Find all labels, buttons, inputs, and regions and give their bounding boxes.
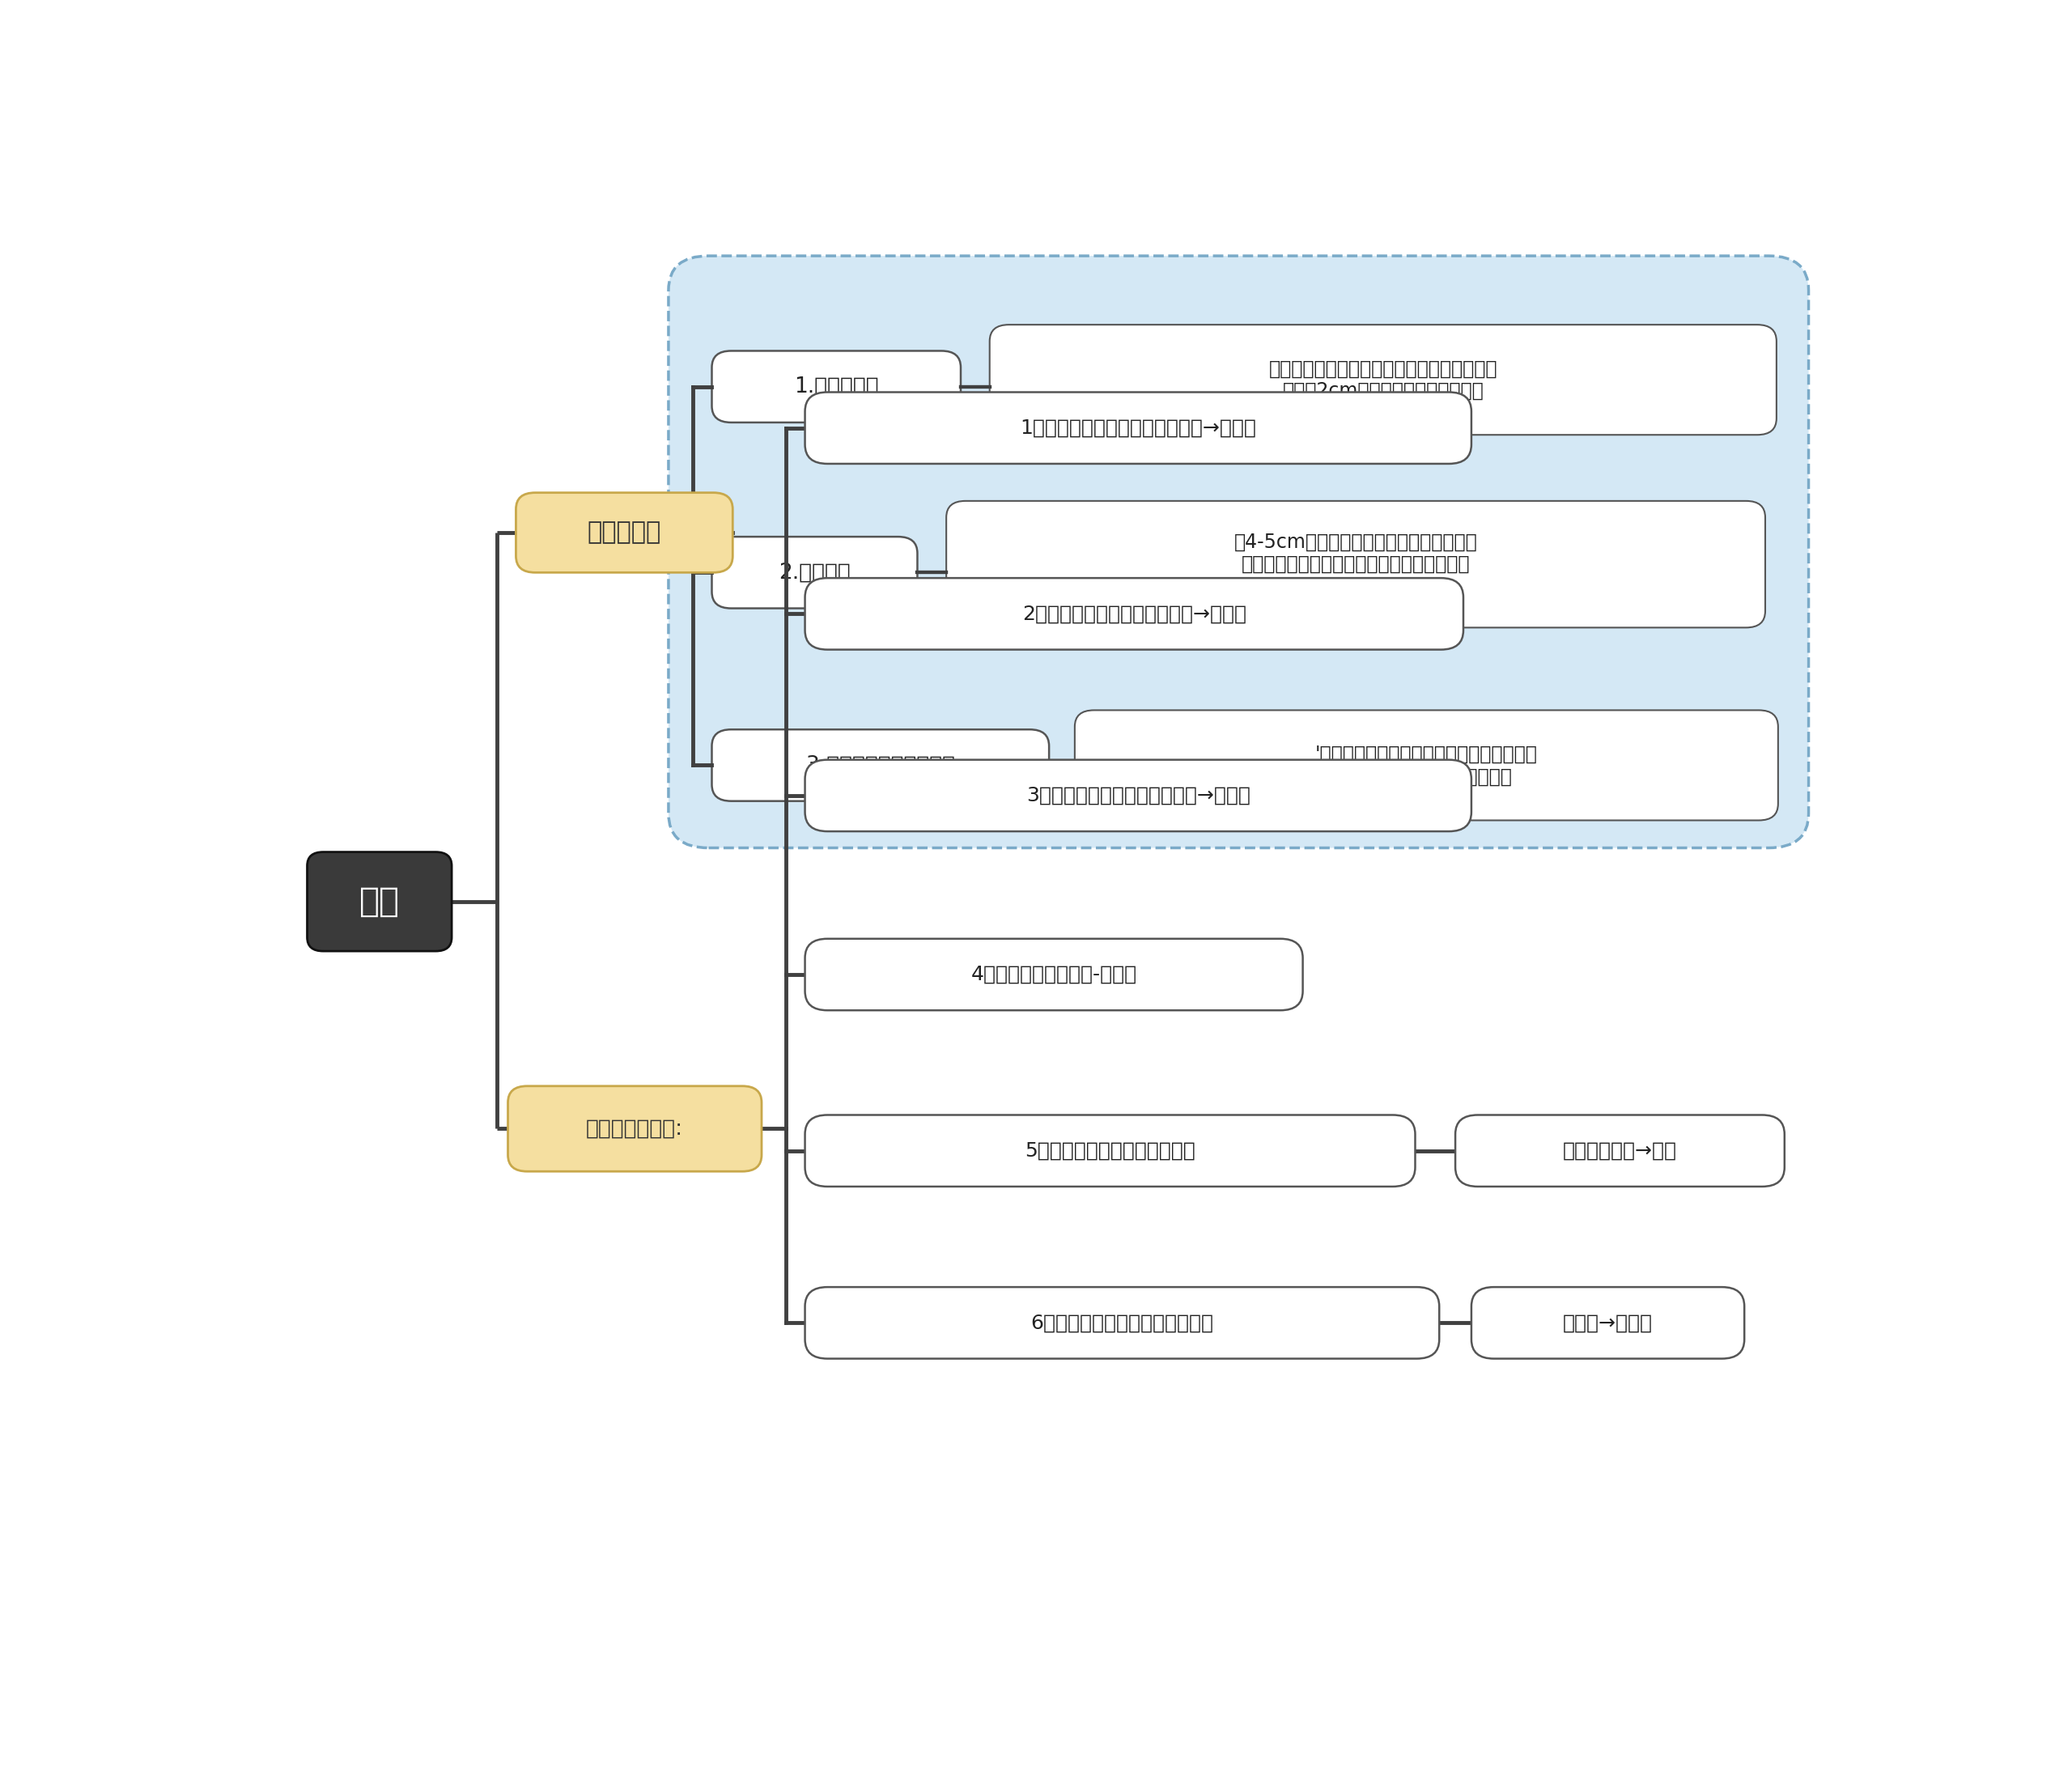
- Text: 2容易下降阴囊（不易下降阴囊→直痝）: 2容易下降阴囊（不易下降阴囊→直痝）: [1021, 604, 1245, 624]
- FancyBboxPatch shape: [713, 350, 961, 422]
- FancyBboxPatch shape: [516, 493, 733, 572]
- FancyBboxPatch shape: [990, 325, 1776, 434]
- FancyBboxPatch shape: [806, 578, 1463, 649]
- FancyBboxPatch shape: [508, 1085, 762, 1171]
- Text: 腹股沟解剖: 腹股沟解剖: [586, 520, 661, 544]
- Text: 2.腹股沟管: 2.腹股沟管: [779, 561, 850, 583]
- Text: 3手按住内环肿块消失（不消失→直痝）: 3手按住内环肿块消失（不消失→直痝）: [1026, 787, 1249, 805]
- FancyBboxPatch shape: [713, 536, 918, 608]
- FancyBboxPatch shape: [806, 939, 1303, 1010]
- FancyBboxPatch shape: [1471, 1287, 1745, 1359]
- Text: '腹股沟韧带、腹直肌外缘、腹壁下动脉（直
痝三角：手按内口，肿块不消失）: '腹股沟韧带、腹直肌外缘、腹壁下动脉（直 痝三角：手按内口，肿块不消失）: [1316, 744, 1537, 787]
- Text: 3.海氏三角（直痝三角）: 3.海氏三角（直痝三角）: [806, 755, 955, 776]
- Text: 1.腹股沟韧带: 1.腹股沟韧带: [794, 375, 879, 397]
- Text: 6痝囊颈在腹壁下动脉外侧是斜痝: 6痝囊颈在腹壁下动脉外侧是斜痝: [1030, 1312, 1214, 1332]
- FancyBboxPatch shape: [307, 853, 452, 951]
- FancyBboxPatch shape: [947, 501, 1765, 628]
- Text: 斜痝、直痝区别:: 斜痝、直痝区别:: [586, 1118, 684, 1139]
- Text: 5只要痝囊在精索前就是斜痝，: 5只要痝囊在精索前就是斜痝，: [1026, 1141, 1196, 1160]
- Text: 痝气: 痝气: [358, 885, 400, 919]
- FancyBboxPatch shape: [669, 256, 1809, 848]
- FancyBboxPatch shape: [806, 1287, 1440, 1359]
- FancyBboxPatch shape: [806, 1116, 1415, 1187]
- Text: 长4-5cm，两口四壁，前壁：腹外斜肌筋膜
后壁：腹横肌筋膜上壁：腹内斜肌筋膜、腹横
肌筋膜下壁：腹股沟韧带: 长4-5cm，两口四壁，前壁：腹外斜肌筋膜 后壁：腹横肌筋膜上壁：腹内斜肌筋膜、…: [1235, 533, 1477, 597]
- FancyBboxPatch shape: [1075, 710, 1778, 821]
- Text: 骸前上棘到耶骨联合之间的韧带，腹股海韧带
中点上2cm是腹股沟内口，又叫深环: 骸前上棘到耶骨联合之间的韧带，腹股海韧带 中点上2cm是腹股沟内口，又叫深环: [1268, 359, 1498, 401]
- FancyBboxPatch shape: [713, 730, 1048, 801]
- FancyBboxPatch shape: [806, 760, 1471, 831]
- Text: （内侧→直痝）: （内侧→直痝）: [1562, 1312, 1653, 1332]
- FancyBboxPatch shape: [806, 392, 1471, 463]
- FancyBboxPatch shape: [1455, 1116, 1784, 1187]
- Text: 4容易嵌顿（不易嵌顿-直痝）: 4容易嵌顿（不易嵌顿-直痝）: [972, 966, 1138, 983]
- Text: 1好发青年人，梨形（老人半球形→直痝）: 1好发青年人，梨形（老人半球形→直痝）: [1019, 418, 1256, 438]
- Text: 只要痝囊在后→直痝: 只要痝囊在后→直痝: [1562, 1141, 1676, 1160]
